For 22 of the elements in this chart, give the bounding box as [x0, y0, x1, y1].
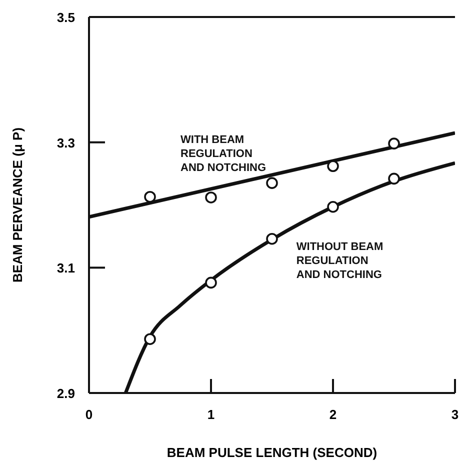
point [205, 276, 217, 289]
series-label: WITHOUT BEAM REGULATION AND NOTCHING [296, 241, 384, 282]
point [327, 160, 339, 172]
series-label: WITH BEAM REGULATION AND NOTCHING [180, 134, 266, 174]
y-tick-label: 3.1 [56, 260, 75, 276]
point [266, 232, 278, 245]
point [327, 200, 339, 213]
x-tick-label: 3 [451, 407, 459, 422]
x-tick-label: 2 [329, 407, 337, 422]
x-axis-title: BEAM PULSE LENGTH (SECOND) [166, 445, 378, 460]
point [388, 172, 400, 185]
y-tick-label: 3.5 [56, 10, 75, 25]
x-tick-label: 1 [207, 407, 215, 422]
y-tick-label: 3.3 [56, 135, 75, 150]
y-tick-label: 2.9 [56, 386, 75, 401]
point [144, 333, 156, 346]
x-tick-label: 0 [85, 407, 93, 422]
point [144, 190, 156, 203]
point [205, 192, 217, 204]
point [388, 138, 400, 150]
point [266, 177, 278, 189]
y-axis-title: BEAM PERVEANCE (μ P) [10, 127, 25, 283]
